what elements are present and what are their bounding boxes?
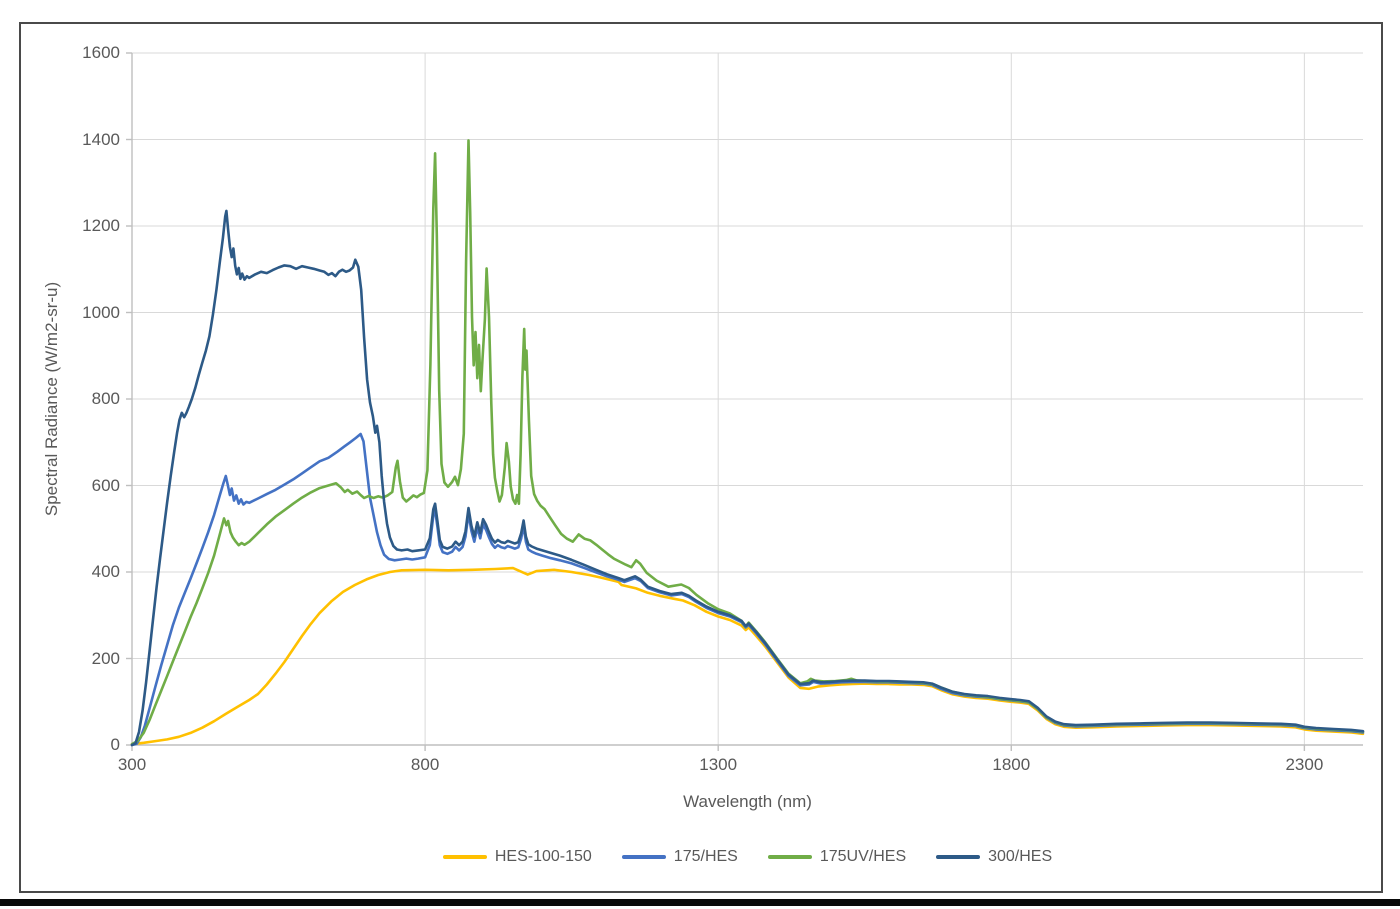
legend-item-HES-100-150: HES-100-150 [442,848,592,866]
chart-frame [19,22,1383,893]
x-tick-label: 1300 [699,755,738,774]
series-line-175UV/HES [130,139,1365,746]
y-tick-label: 0 [110,735,120,754]
legend-swatch-icon [442,855,487,859]
series-line-HES-100-150 [130,566,1365,746]
y-tick-label: 1400 [82,129,120,149]
y-tick-label: 800 [91,389,120,408]
legend-label: 175/HES [673,848,738,865]
x-tick-label: 300 [117,755,147,774]
legend-item-175/HES: 175/HES [621,848,738,866]
legend-swatch-icon [621,855,666,859]
y-tick-label: 200 [91,648,120,668]
y-tick-label: 600 [91,475,120,495]
legend-label: 300/HES [988,848,1053,865]
y-tick-label: 1600 [82,43,120,62]
series-line-175/HES [130,432,1365,747]
x-tick-label: 1800 [992,755,1031,774]
x-tick-label: 2300 [1285,755,1324,774]
x-axis-title: Wavelength (nm) [683,792,812,811]
legend-label: 175UV/HES [819,848,907,865]
y-tick-label: 1000 [82,302,120,322]
legend-item-300/HES: 300/HES [936,848,1052,866]
chart-plot-svg [126,52,1365,751]
y-tick-label: 400 [91,562,120,581]
chart-legend: HES-100-150 175/HES 175UV/HES 300/HES [132,848,1363,866]
bottom-page-rule [0,899,1400,906]
series-line-300/HES [130,209,1365,747]
legend-item-175UV/HES: 175UV/HES [767,848,907,866]
plot-area [126,52,1365,751]
x-tick-label: 800 [410,755,440,774]
legend-swatch-icon [767,855,812,859]
legend-swatch-icon [936,855,981,859]
legend-label: HES-100-150 [494,848,592,865]
y-tick-label: 1200 [82,216,120,235]
